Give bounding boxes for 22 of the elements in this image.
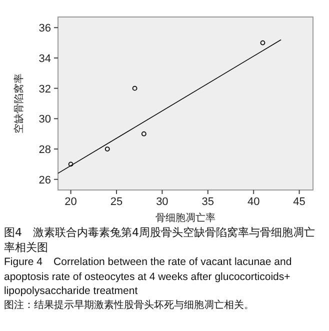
y-tick-label: 32 <box>38 83 51 96</box>
x-tick-label: 35 <box>202 196 214 208</box>
y-tick-label: 30 <box>38 114 51 126</box>
point <box>260 40 266 46</box>
text: Figure 4 Correlation between the rate of vacant lacunae and apoptosis rate of osteocytes at 4 weeks after glucocorticoids+ lipopolysaccharide treatment <box>4 255 293 298</box>
point <box>104 146 110 152</box>
x-tick-label: 20 <box>64 196 77 208</box>
x-tick-label: 40 <box>247 196 260 208</box>
y-axis-title: 空缺骨陷窝率 <box>13 74 25 134</box>
point <box>132 86 138 91</box>
x-tick-label: 25 <box>110 196 123 208</box>
x-axis-title: 骨细胞凋亡率 <box>156 212 216 224</box>
text: 图注：结果提示早期激素性股骨头坏死与细胞凋亡相关。 <box>4 298 255 312</box>
y-tick-label: 36 <box>38 22 51 35</box>
y-tick-label: 34 <box>38 52 51 65</box>
point <box>141 131 146 136</box>
point <box>68 162 74 167</box>
y-tick-label: 26 <box>38 174 51 186</box>
x-tick-label: 45 <box>293 196 306 208</box>
text: 图4 激素联合内毒素兔第4周股骨头空缺骨陷窝率与骨细胞凋亡率相关图 <box>4 226 316 255</box>
x-tick-label: 30 <box>156 196 168 208</box>
y-tick-label: 28 <box>38 144 51 156</box>
